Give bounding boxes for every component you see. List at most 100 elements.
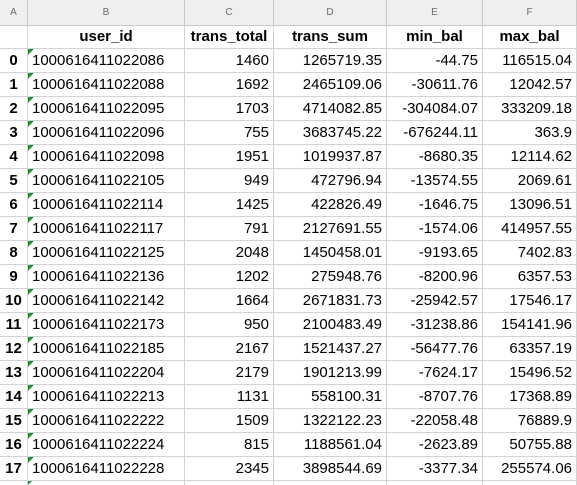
min-bal-cell[interactable]: -1574.06 xyxy=(387,217,483,241)
trans-sum-cell[interactable]: 2671831.73 xyxy=(274,289,387,313)
trans-sum-cell[interactable]: 1188561.04 xyxy=(274,433,387,457)
trans-total-cell[interactable]: 949 xyxy=(185,169,274,193)
trans-total-cell[interactable]: 755 xyxy=(185,121,274,145)
column-letter-a[interactable]: A xyxy=(0,0,28,25)
row-index-cell[interactable]: 11 xyxy=(0,313,28,337)
row-index-cell[interactable]: 12 xyxy=(0,337,28,361)
trans-total-cell[interactable]: 1703 xyxy=(185,97,274,121)
user-id-cell[interactable]: 1000616411022096 xyxy=(28,121,185,145)
min-bal-cell[interactable]: -304084.07 xyxy=(387,97,483,121)
trans-sum-cell[interactable]: 2465109.06 xyxy=(274,73,387,97)
min-bal-cell[interactable]: -31238.86 xyxy=(387,313,483,337)
row-index-cell[interactable]: 5 xyxy=(0,169,28,193)
column-letter-c[interactable]: C xyxy=(185,0,274,25)
max-bal-cell[interactable]: 17368.89 xyxy=(483,385,577,409)
min-bal-cell[interactable]: -25942.57 xyxy=(387,289,483,313)
user-id-cell[interactable]: 1000616411022222 xyxy=(28,409,185,433)
min-bal-cell[interactable]: -1646.75 xyxy=(387,193,483,217)
trans-sum-cell[interactable]: 275948.76 xyxy=(274,265,387,289)
header-cell-trans-sum[interactable]: trans_sum xyxy=(274,25,387,49)
trans-sum-cell[interactable]: 1450458.01 xyxy=(274,241,387,265)
column-letter-d[interactable]: D xyxy=(274,0,387,25)
trans-sum-cell[interactable]: 4714082.85 xyxy=(274,97,387,121)
user-id-cell[interactable]: 1000616411022224 xyxy=(28,433,185,457)
trans-total-cell[interactable]: 1664 xyxy=(185,289,274,313)
max-bal-cell[interactable]: 50755.88 xyxy=(483,433,577,457)
user-id-cell[interactable]: 1000616411022114 xyxy=(28,193,185,217)
user-id-cell[interactable]: 1000616411022105 xyxy=(28,169,185,193)
trans-sum-cell[interactable]: 1521437.27 xyxy=(274,337,387,361)
trans-total-cell[interactable]: 791 xyxy=(185,217,274,241)
user-id-cell[interactable]: 1000616411022136 xyxy=(28,265,185,289)
trans-total-cell[interactable]: 2167 xyxy=(185,337,274,361)
min-bal-cell[interactable]: -30611.76 xyxy=(387,73,483,97)
trans-total-cell[interactable]: 2345 xyxy=(185,457,274,481)
max-bal-cell[interactable]: 15496.52 xyxy=(483,361,577,385)
min-bal-cell[interactable]: -2623.89 xyxy=(387,433,483,457)
trans-total-cell[interactable]: 1202 xyxy=(185,265,274,289)
trans-total-cell[interactable]: 2048 xyxy=(185,241,274,265)
user-id-cell[interactable]: 1000616411022228 xyxy=(28,457,185,481)
user-id-cell[interactable]: 1000616411022117 xyxy=(28,217,185,241)
trans-sum-cell[interactable]: 1901213.99 xyxy=(274,361,387,385)
max-bal-cell[interactable]: 17546.17 xyxy=(483,289,577,313)
row-index-cell[interactable]: 15 xyxy=(0,409,28,433)
min-bal-cell[interactable]: -44.75 xyxy=(387,49,483,73)
user-id-cell[interactable]: 1000616411022204 xyxy=(28,361,185,385)
min-bal-cell[interactable]: -8200.96 xyxy=(387,265,483,289)
row-index-cell[interactable]: 1 xyxy=(0,73,28,97)
header-cell-min-bal[interactable]: min_bal xyxy=(387,25,483,49)
trans-sum-cell[interactable]: 2100483.49 xyxy=(274,313,387,337)
trans-total-cell[interactable]: 815 xyxy=(185,433,274,457)
min-bal-cell[interactable]: -676244.11 xyxy=(387,121,483,145)
min-bal-cell[interactable]: -8707.76 xyxy=(387,385,483,409)
row-index-cell[interactable]: 0 xyxy=(0,49,28,73)
row-index-cell[interactable]: 4 xyxy=(0,145,28,169)
max-bal-cell[interactable]: 414957.55 xyxy=(483,217,577,241)
user-id-cell[interactable]: 1000616411022086 xyxy=(28,49,185,73)
max-bal-cell[interactable]: 363.9 xyxy=(483,121,577,145)
user-id-cell[interactable]: 1000616411022185 xyxy=(28,337,185,361)
column-letter-e[interactable]: E xyxy=(387,0,483,25)
user-id-cell[interactable]: 1000616411022088 xyxy=(28,73,185,97)
row-index-cell[interactable]: 8 xyxy=(0,241,28,265)
min-bal-cell[interactable]: -56477.76 xyxy=(387,337,483,361)
trans-sum-cell[interactable]: 1019937.87 xyxy=(274,145,387,169)
row-index-cell[interactable]: 16 xyxy=(0,433,28,457)
header-cell-max-bal[interactable]: max_bal xyxy=(483,25,577,49)
row-index-cell[interactable]: 2 xyxy=(0,97,28,121)
min-bal-cell[interactable]: -9193.65 xyxy=(387,241,483,265)
trans-sum-cell[interactable]: 2127691.55 xyxy=(274,217,387,241)
trans-sum-cell[interactable]: 472796.94 xyxy=(274,169,387,193)
row-index-cell[interactable]: 7 xyxy=(0,217,28,241)
max-bal-cell[interactable]: 154141.96 xyxy=(483,313,577,337)
trans-sum-cell[interactable]: 3683745.22 xyxy=(274,121,387,145)
max-bal-cell[interactable]: 76889.9 xyxy=(483,409,577,433)
column-letter-b[interactable]: B xyxy=(28,0,185,25)
trans-total-cell[interactable]: 1951 xyxy=(185,145,274,169)
max-bal-cell[interactable]: 7402.83 xyxy=(483,241,577,265)
trans-total-cell[interactable]: 950 xyxy=(185,313,274,337)
trans-total-cell[interactable]: 1460 xyxy=(185,49,274,73)
max-bal-cell[interactable]: 333209.18 xyxy=(483,97,577,121)
row-index-cell[interactable]: 14 xyxy=(0,385,28,409)
max-bal-cell[interactable]: 12042.57 xyxy=(483,73,577,97)
user-id-cell[interactable]: 1000616411022098 xyxy=(28,145,185,169)
row-index-cell[interactable]: 13 xyxy=(0,361,28,385)
max-bal-cell[interactable]: 6357.53 xyxy=(483,265,577,289)
user-id-cell[interactable]: 1000616411022213 xyxy=(28,385,185,409)
user-id-cell[interactable]: 1000616411022095 xyxy=(28,97,185,121)
min-bal-cell[interactable]: -13574.55 xyxy=(387,169,483,193)
row-index-cell[interactable]: 9 xyxy=(0,265,28,289)
user-id-cell[interactable]: 1000616411022142 xyxy=(28,289,185,313)
row-index-cell[interactable]: 3 xyxy=(0,121,28,145)
max-bal-cell[interactable]: 2069.61 xyxy=(483,169,577,193)
min-bal-cell[interactable]: -7624.17 xyxy=(387,361,483,385)
trans-total-cell[interactable]: 1692 xyxy=(185,73,274,97)
max-bal-cell[interactable]: 13096.51 xyxy=(483,193,577,217)
max-bal-cell[interactable]: 63357.19 xyxy=(483,337,577,361)
trans-sum-cell[interactable]: 1322122.23 xyxy=(274,409,387,433)
trans-total-cell[interactable]: 1425 xyxy=(185,193,274,217)
header-cell-trans-total[interactable]: trans_total xyxy=(185,25,274,49)
trans-total-cell[interactable]: 1509 xyxy=(185,409,274,433)
